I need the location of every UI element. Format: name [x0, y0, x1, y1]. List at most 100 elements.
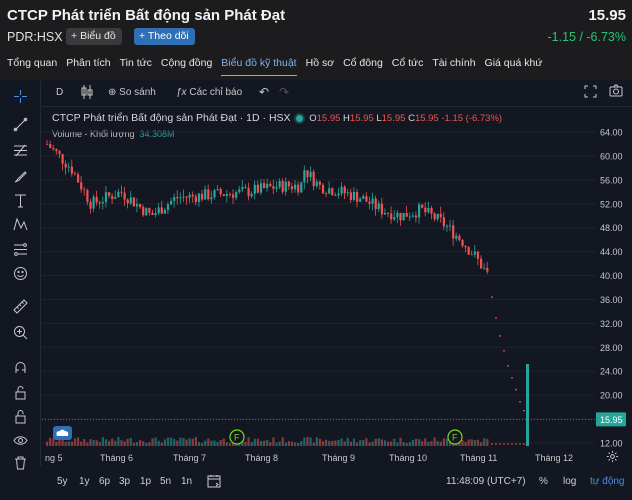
candle-body	[213, 190, 216, 198]
crosshair-icon[interactable]	[0, 85, 40, 107]
volume-bar	[491, 443, 493, 445]
candle-body	[241, 187, 244, 190]
interval-selector[interactable]: D	[56, 87, 64, 98]
volume-bar	[371, 441, 374, 446]
volume-bar	[114, 440, 117, 446]
close-label: C	[408, 113, 415, 124]
tab-profile[interactable]: Hồ sơ	[305, 57, 335, 69]
snapshot-icon[interactable]	[609, 84, 623, 101]
bottom-bar	[0, 466, 632, 500]
candle-body	[61, 154, 64, 164]
time-tick-label: Tháng 7	[173, 453, 206, 463]
volume-bar	[263, 440, 266, 446]
candle-body	[188, 194, 191, 198]
candle-body	[442, 217, 445, 227]
volume-bar	[126, 438, 129, 446]
undo-icon[interactable]: ↶	[259, 85, 270, 99]
open-label: O	[309, 113, 317, 124]
time-tick-label: Tháng 11	[460, 453, 497, 463]
volume-bar	[343, 441, 346, 446]
pattern-icon[interactable]	[0, 213, 40, 235]
follow-button[interactable]: + Theo dõi	[134, 28, 195, 45]
brush-icon[interactable]	[0, 165, 40, 187]
candle-body	[523, 410, 525, 412]
range-1y[interactable]: 1y	[79, 476, 90, 487]
goto-date-icon[interactable]	[207, 474, 221, 491]
tab-news[interactable]: Tin tức	[119, 57, 152, 69]
range-6m[interactable]: 6p	[99, 476, 111, 487]
lock-drawing-icon[interactable]	[0, 381, 40, 403]
price-chart[interactable]: F F 64.00 60.00 56.00 52.00 48.00 44.00 40.00 36…	[0, 106, 632, 466]
auto-scale-toggle[interactable]: tự động	[590, 476, 625, 487]
redo-icon[interactable]: ↷	[279, 85, 290, 99]
candle-body	[278, 180, 281, 188]
last-price: 15.95	[588, 7, 626, 24]
volume-bar	[486, 439, 489, 446]
tab-financials[interactable]: Tài chính	[432, 57, 476, 69]
magnet-icon[interactable]	[0, 356, 40, 378]
candle-body	[402, 212, 405, 221]
volume-bar	[269, 442, 272, 446]
candle-body	[464, 245, 467, 248]
tab-analysis[interactable]: Phân tích	[66, 57, 111, 69]
range-3m[interactable]: 3p	[119, 476, 131, 487]
fib-tool-icon[interactable]	[0, 139, 40, 161]
tab-historical-price[interactable]: Giá quá khứ	[484, 57, 543, 69]
high-label: H	[343, 113, 350, 124]
candle-body	[46, 143, 49, 145]
trend-line-icon[interactable]	[0, 113, 40, 135]
chart-button[interactable]: + Biểu đồ	[66, 28, 122, 45]
tab-community[interactable]: Cộng đồng	[160, 57, 213, 69]
prediction-icon[interactable]	[0, 238, 40, 260]
candle-body	[219, 189, 222, 195]
fullscreen-icon[interactable]	[584, 85, 597, 101]
range-1m[interactable]: 1p	[140, 476, 152, 487]
financial-report-marker-label: F	[234, 433, 240, 443]
range-5d[interactable]: 5n	[160, 476, 172, 487]
indicators-button[interactable]: ƒx Các chỉ báo	[176, 87, 243, 98]
candle-body	[95, 196, 98, 203]
candle-body	[365, 196, 368, 202]
range-5y[interactable]: 5y	[57, 476, 68, 487]
settings-gear-icon[interactable]	[606, 450, 619, 468]
cloud-icon-shape	[56, 429, 69, 436]
compare-button[interactable]: ⊕ So sánh	[108, 87, 156, 98]
tab-shareholders[interactable]: Cổ đông	[343, 57, 383, 69]
price-change: -1.15 / -6.73%	[547, 30, 626, 44]
volume-bar	[157, 440, 160, 446]
eye-icon[interactable]	[0, 429, 40, 451]
percent-scale-toggle[interactable]: %	[539, 476, 548, 487]
tab-overview[interactable]: Tổng quan	[7, 57, 58, 69]
tab-technical-chart[interactable]: Biểu đồ kỹ thuật	[221, 56, 297, 76]
volume-bar	[368, 442, 371, 446]
candle-body	[470, 254, 473, 256]
candle-body	[371, 198, 374, 204]
candle-body	[325, 193, 328, 195]
zoom-in-icon[interactable]	[0, 321, 40, 343]
log-scale-toggle[interactable]: log	[563, 476, 577, 487]
unlock-icon[interactable]	[0, 405, 40, 427]
volume-bar	[117, 437, 120, 446]
volume-bar	[334, 440, 337, 446]
candle-body	[318, 181, 321, 185]
candle-type-icon[interactable]	[80, 84, 94, 103]
candle-body	[303, 170, 306, 183]
candle-body	[204, 189, 207, 200]
time-tick-label: ng 5	[45, 453, 63, 463]
ruler-icon[interactable]	[0, 295, 40, 317]
tab-dividends[interactable]: Cổ tức	[391, 57, 424, 69]
candle-body	[380, 203, 383, 215]
candle-body	[166, 204, 170, 210]
emoji-icon[interactable]	[0, 262, 40, 284]
volume-bar	[154, 437, 157, 446]
volume-bar	[359, 440, 362, 446]
range-1d[interactable]: 1n	[181, 476, 193, 487]
text-tool-icon[interactable]	[0, 189, 40, 211]
volume-bar	[411, 440, 414, 446]
volume-bar	[473, 439, 476, 446]
candle-body	[142, 207, 145, 216]
candle-body	[390, 213, 393, 220]
candle-body	[315, 181, 318, 187]
trash-icon[interactable]	[0, 451, 40, 473]
volume-bar	[281, 437, 284, 446]
